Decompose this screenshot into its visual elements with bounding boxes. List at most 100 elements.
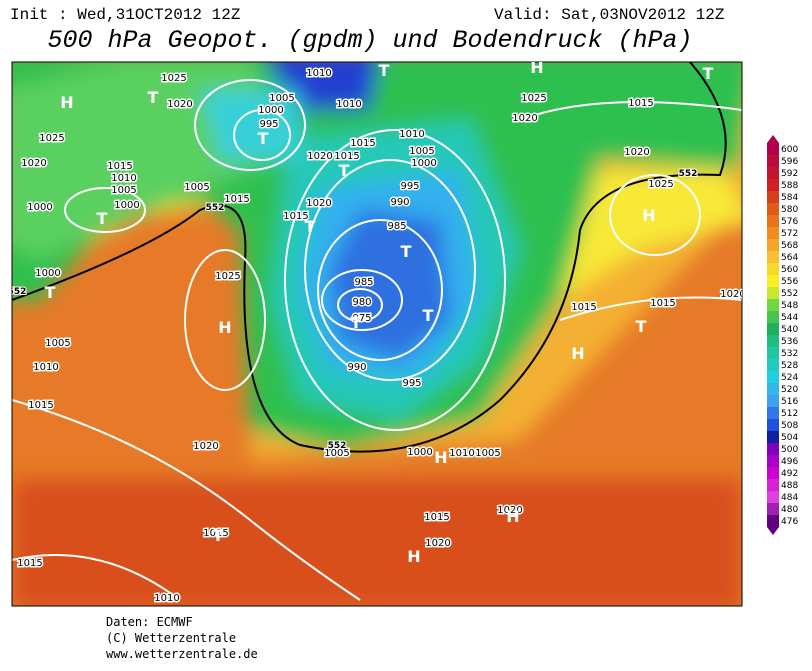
legend-label: 548 xyxy=(781,301,798,311)
pressure-center: T xyxy=(379,61,390,80)
isobar-label: 1000 xyxy=(411,158,436,169)
legend-label: 584 xyxy=(781,193,798,203)
isobar-label: 1020 xyxy=(512,113,537,124)
map-title: 500 hPa Geopot. (gpdm) und Bodendruck (h… xyxy=(47,26,693,55)
legend-swatch xyxy=(767,251,779,263)
contour-label: 552 xyxy=(206,203,225,213)
isobar-label: 995 xyxy=(402,378,421,389)
legend-label: 560 xyxy=(781,265,798,275)
legend-swatch xyxy=(767,347,779,359)
isobar-label: 1020 xyxy=(21,158,46,169)
legend-swatch xyxy=(767,395,779,407)
isobar-label: 1010 xyxy=(336,99,361,110)
isobar-label: 1020 xyxy=(193,441,218,452)
legend-swatch xyxy=(767,467,779,479)
isobar-label: 1005 xyxy=(324,448,349,459)
legend-swatch xyxy=(767,503,779,515)
legend-label: 516 xyxy=(781,397,798,407)
legend-swatch xyxy=(767,515,779,527)
isobar-label: 1015 xyxy=(650,298,675,309)
legend-swatch xyxy=(767,239,779,251)
legend-swatch xyxy=(767,419,779,431)
isobar-label: 1000 xyxy=(407,447,432,458)
isobar-label: 1010 xyxy=(399,129,424,140)
isobar-label: 980 xyxy=(352,297,371,308)
isobar-label: 1015 xyxy=(424,512,449,523)
isobar-label: 1000 xyxy=(114,200,139,211)
pressure-center: T xyxy=(703,64,714,83)
pressure-center: H xyxy=(642,206,655,225)
init-time: Init : Wed,31OCT2012 12Z xyxy=(10,6,241,24)
legend-label: 504 xyxy=(781,433,798,443)
legend-swatch xyxy=(767,179,779,191)
isobar-label: 1015 xyxy=(350,138,375,149)
copyright: (C) Wetterzentrale xyxy=(106,631,237,645)
legend-label: 580 xyxy=(781,205,798,215)
isobar-label: 1020 xyxy=(720,289,745,300)
legend-label: 512 xyxy=(781,409,798,419)
legend-swatch xyxy=(767,383,779,395)
legend-label: 480 xyxy=(781,505,798,515)
isobar-label: 1025 xyxy=(39,133,64,144)
isobar-label: 1015 xyxy=(17,558,42,569)
legend-label: 536 xyxy=(781,337,798,347)
pressure-center: H xyxy=(434,448,447,467)
legend-label: 524 xyxy=(781,373,798,383)
legend-label: 540 xyxy=(781,325,798,335)
legend-swatch xyxy=(767,479,779,491)
isobar-label: 1015 xyxy=(571,302,596,313)
legend-swatch xyxy=(767,491,779,503)
legend-label: 496 xyxy=(781,457,798,467)
isobar-label: 1000 xyxy=(258,105,283,116)
isobar-label: 1015 xyxy=(334,151,359,162)
isobar-label: 975 xyxy=(352,313,371,324)
legend-swatch xyxy=(767,143,779,155)
isobar-label: 1015 xyxy=(107,161,132,172)
legend-label: 576 xyxy=(781,217,798,227)
legend-swatch xyxy=(767,203,779,215)
isobar-label: 1015 xyxy=(224,194,249,205)
legend-swatch xyxy=(767,311,779,323)
isobar-label: 1005 xyxy=(409,146,434,157)
legend-label: 600 xyxy=(781,145,798,155)
isobar-label: 1000 xyxy=(35,268,60,279)
isobar-label: 1025 xyxy=(215,271,240,282)
pressure-center: T xyxy=(45,283,56,302)
isobar-label: 1015 xyxy=(628,98,653,109)
isobar-label: 1020 xyxy=(306,198,331,209)
legend-swatch xyxy=(767,431,779,443)
isobar-label: 1010 xyxy=(33,362,58,373)
isobar-label: 1015 xyxy=(203,528,228,539)
pressure-center: H xyxy=(218,318,231,337)
legend-label: 552 xyxy=(781,289,798,299)
valid-time: Valid: Sat,03NOV2012 12Z xyxy=(494,6,725,24)
legend-swatch xyxy=(767,371,779,383)
isobar-label: 1010 xyxy=(306,68,331,79)
source: Daten: ECMWF xyxy=(106,615,193,629)
legend-label: 564 xyxy=(781,253,798,263)
legend-label: 532 xyxy=(781,349,798,359)
isobar-label: 1020 xyxy=(624,147,649,158)
map-field xyxy=(12,62,742,606)
contour-label: 552 xyxy=(328,441,347,451)
isobar-label: 1025 xyxy=(521,93,546,104)
isobar-label: 1015 xyxy=(28,400,53,411)
isobar-label: 1005 xyxy=(269,93,294,104)
legend-label: 568 xyxy=(781,241,798,251)
legend-swatch xyxy=(767,263,779,275)
legend-swatch xyxy=(767,227,779,239)
pressure-center: T xyxy=(97,209,108,228)
contour-label: 552 xyxy=(679,169,698,179)
isobar-label: 1005 xyxy=(45,338,70,349)
isobar-label: 990 xyxy=(347,362,366,373)
pressure-center: H xyxy=(530,58,543,77)
contour-label: 552 xyxy=(8,287,27,297)
pressure-center: T xyxy=(401,242,412,261)
legend-label: 484 xyxy=(781,493,798,503)
pressure-center: T xyxy=(423,306,434,325)
isobar-label: 985 xyxy=(387,221,406,232)
legend-swatch xyxy=(767,155,779,167)
isobar-label: 1015 xyxy=(283,211,308,222)
